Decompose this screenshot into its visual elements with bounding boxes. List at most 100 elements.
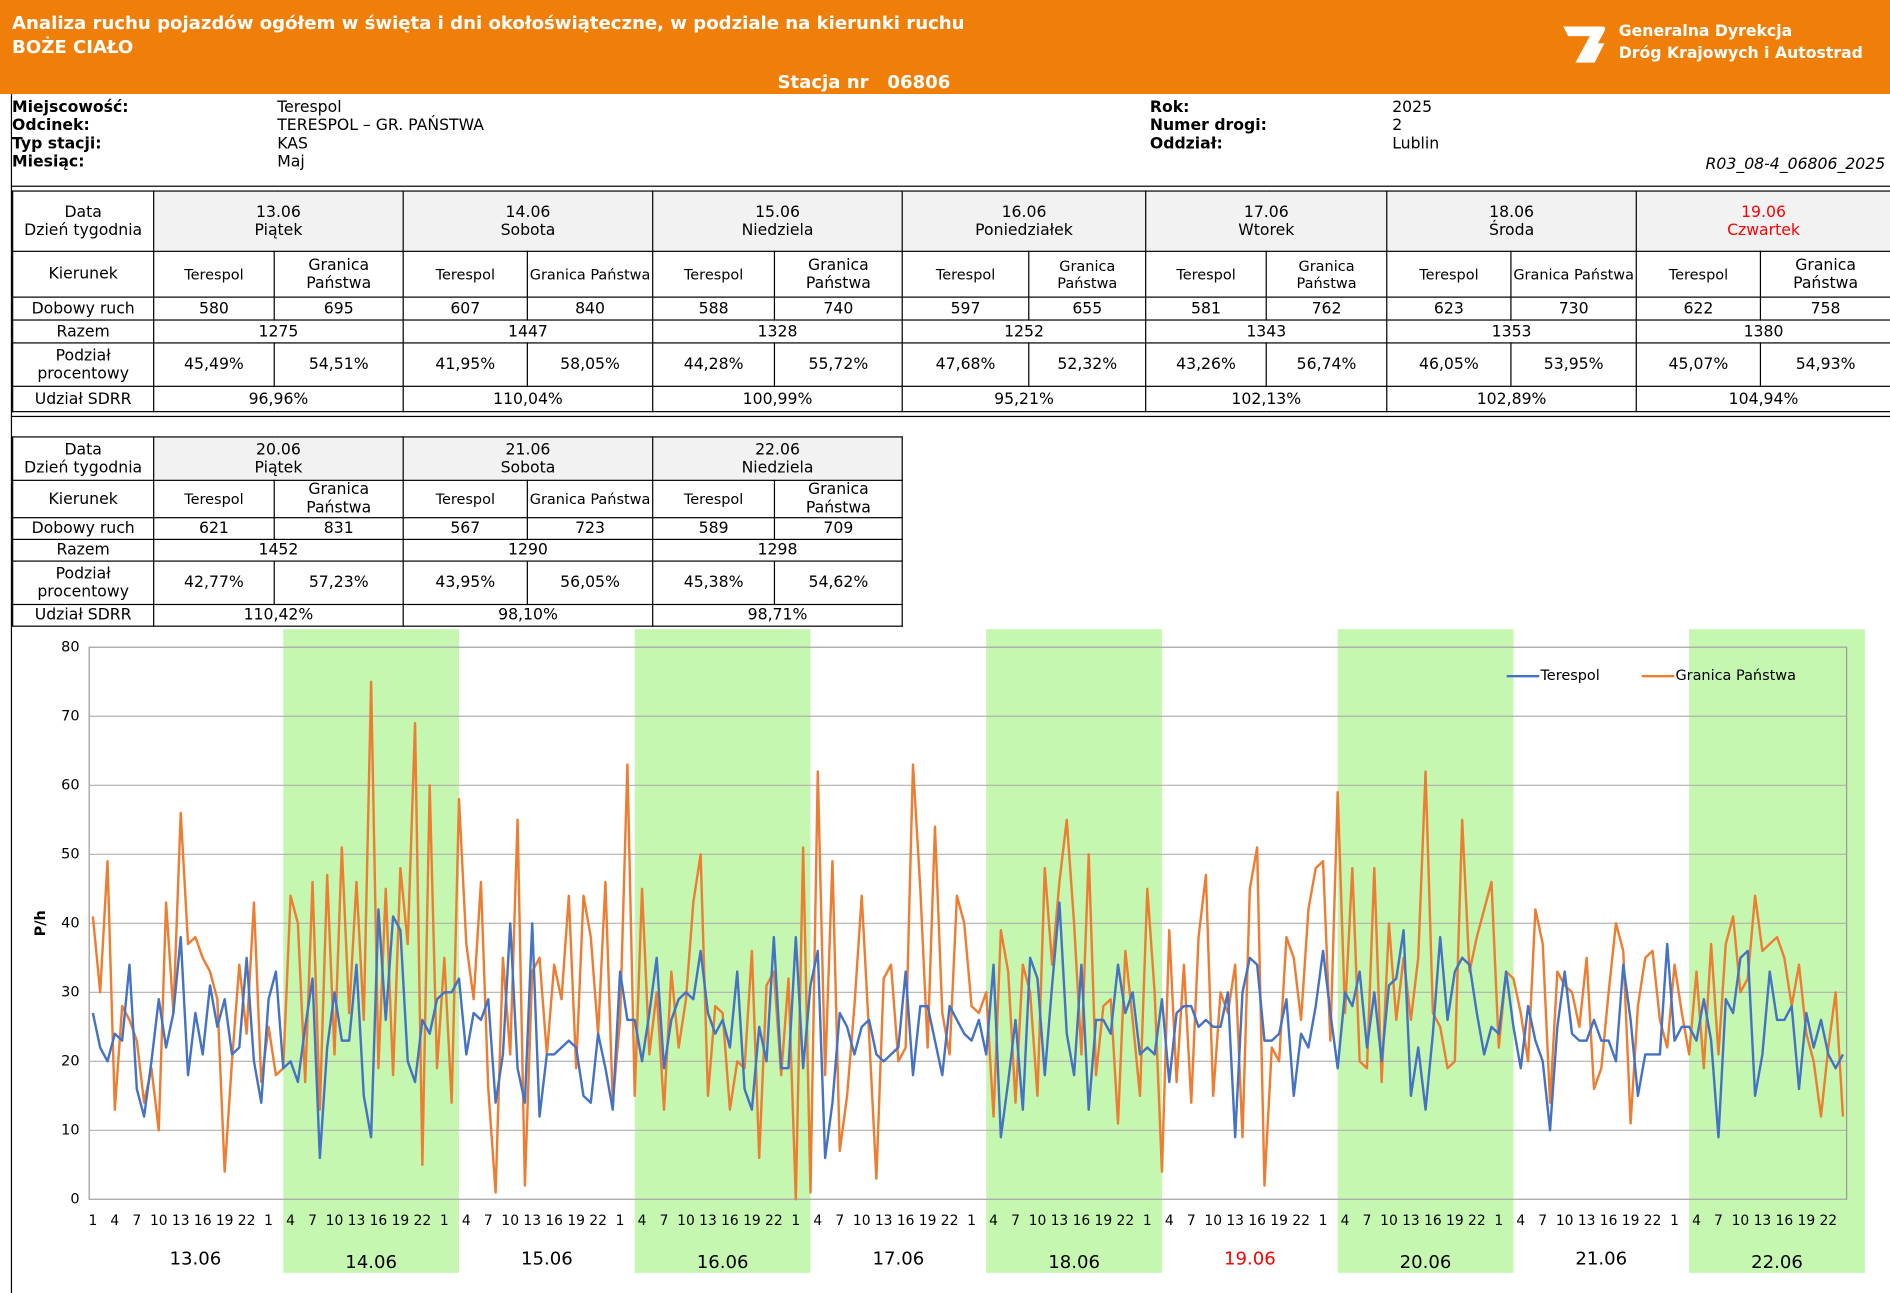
date: 19.06: [1741, 203, 1786, 222]
x-tick-label: 19: [216, 1213, 234, 1229]
x-tick-label: 4: [110, 1213, 119, 1229]
daily-traffic: 622: [1635, 296, 1762, 321]
row-label: Udział SDRR: [12, 603, 155, 627]
x-tick-label: 1: [1494, 1213, 1503, 1229]
weekday: Środa: [1488, 221, 1535, 240]
row-label-text: Razem: [56, 541, 110, 560]
day-label: 20.06: [1400, 1252, 1452, 1273]
daily-traffic: 567: [402, 517, 528, 541]
x-tick-label: 7: [1011, 1213, 1020, 1229]
daily-traffic: 762: [1265, 296, 1388, 321]
table-row: Data Dzień tygodnia 20.06 Piątek 21.06 Sobota…: [12, 436, 903, 481]
x-tick-label: 19: [1095, 1213, 1113, 1229]
split: 43,26%: [1145, 342, 1267, 387]
x-tick-label: 7: [660, 1213, 669, 1229]
info-value: 2025: [1392, 98, 1433, 117]
y-tick-label: 70: [61, 708, 79, 724]
day-label: 13.06: [169, 1249, 221, 1270]
date: 18.06: [1489, 203, 1535, 222]
info-label: Rok:: [1149, 98, 1190, 117]
x-tick-label: 19: [919, 1213, 937, 1229]
info-values-right: 2025 2 Lublin: [1392, 99, 1439, 153]
row-label: Data Dzień tygodnia: [12, 190, 155, 252]
day-label: 18.06: [1048, 1252, 1100, 1273]
total: 1353: [1386, 319, 1637, 344]
direction-cell: Granica Państwa: [1759, 250, 1890, 298]
y-tick-label: 10: [61, 1122, 79, 1138]
x-tick-label: 1: [967, 1213, 976, 1229]
report-subtitle: BOŻE CIAŁO: [12, 36, 134, 58]
day-label: 15.06: [521, 1249, 573, 1270]
x-tick-label: 13: [1754, 1213, 1772, 1229]
date: 22.06: [755, 440, 800, 459]
y-tick-label: 0: [70, 1191, 79, 1207]
info-label: Oddział:: [1149, 135, 1223, 154]
row-label-text: Podział procentowy: [37, 346, 129, 383]
date-cell: 14.06 Sobota: [402, 190, 654, 252]
direction: Terespol: [184, 490, 244, 508]
direction: Granica Państwa: [1057, 257, 1118, 292]
info-label: Odcinek:: [12, 116, 90, 136]
day-label: 16.06: [697, 1252, 749, 1273]
direction: Terespol: [1668, 265, 1729, 283]
x-tick-label: 22: [414, 1213, 432, 1229]
sdrr: 102,13%: [1145, 385, 1388, 413]
date: 13.06: [256, 203, 301, 222]
row-label-text: Podział procentowy: [37, 564, 129, 601]
sdrr: 104,94%: [1635, 385, 1890, 413]
daily-traffic: 581: [1145, 296, 1267, 321]
weekday: Niedziela: [741, 458, 814, 477]
highlight-band: [634, 629, 811, 1273]
direction: Granica Państwa: [805, 480, 871, 518]
x-tick-label: 16: [370, 1213, 388, 1229]
total: 1328: [652, 319, 903, 344]
x-tick-label: 7: [308, 1213, 317, 1229]
date: 14.06: [505, 203, 551, 222]
y-tick-label: 40: [61, 915, 79, 931]
direction-cell: Granica Państwa: [1510, 250, 1637, 298]
x-tick-label: 16: [1424, 1213, 1442, 1229]
x-tick-label: 4: [462, 1213, 471, 1229]
day-label: 21.06: [1575, 1249, 1627, 1270]
row-label-text: Data: [64, 440, 102, 459]
sdrr: 110,42%: [153, 603, 404, 627]
weekday: Piątek: [254, 458, 303, 477]
station-label: Stacja nr: [777, 71, 869, 93]
x-tick-label: 16: [1073, 1213, 1091, 1229]
sdrr: 102,89%: [1386, 385, 1637, 413]
row-label-text: Udział SDRR: [34, 606, 132, 625]
day-label: 14.06: [345, 1252, 397, 1273]
highlight-band: [1689, 629, 1865, 1273]
date: 21.06: [505, 440, 551, 459]
x-tick-label: 22: [1644, 1213, 1662, 1229]
legend-label: Terespol: [1539, 668, 1599, 684]
x-tick-label: 22: [238, 1213, 256, 1229]
report-code: R03_08-4_06806_2025: [1705, 155, 1886, 174]
row-label-text: Kierunek: [48, 265, 118, 284]
weekday: Sobota: [500, 221, 556, 240]
total: 1298: [652, 538, 903, 562]
row-label: Data Dzień tygodnia: [12, 436, 155, 481]
row-label: Podział procentowy: [12, 560, 155, 606]
row-label-text: Data: [64, 203, 102, 222]
x-tick-label: 16: [545, 1213, 563, 1229]
daily-traffic: 623: [1386, 296, 1512, 321]
table-row: Razem 1275 1447 1328 1252 1343 1353 1380: [12, 319, 1890, 344]
info-value: Maj: [277, 153, 305, 172]
direction-cell: Terespol: [901, 250, 1030, 298]
y-tick-label: 80: [61, 639, 79, 655]
x-tick-label: 10: [1556, 1213, 1574, 1229]
x-tick-label: 4: [286, 1213, 295, 1229]
info-value: 2: [1392, 116, 1403, 136]
daily-traffic: 655: [1028, 296, 1147, 321]
info-label: Miesiąc:: [12, 153, 85, 172]
row-label-text: Razem: [56, 322, 110, 341]
direction: Terespol: [435, 265, 495, 283]
weekday: Niedziela: [741, 221, 814, 240]
split: 54,93%: [1759, 342, 1890, 387]
direction: Terespol: [683, 265, 744, 283]
row-label: Udział SDRR: [12, 385, 155, 413]
row-label-text: Dobowy ruch: [31, 299, 135, 318]
table-row: Razem 1452 1290 1298: [12, 538, 903, 562]
